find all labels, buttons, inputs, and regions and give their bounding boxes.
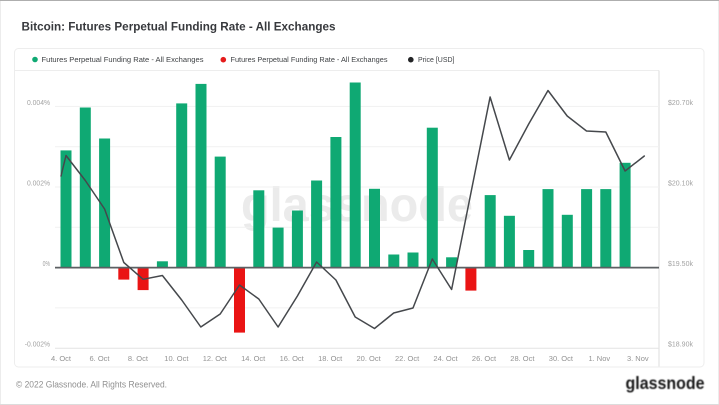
svg-text:16. Oct: 16. Oct (280, 354, 305, 363)
svg-text:0%: 0% (43, 259, 51, 268)
svg-text:8. Oct: 8. Oct (128, 354, 149, 363)
svg-text:14. Oct: 14. Oct (241, 354, 266, 363)
svg-text:Futures Perpetual Funding Rate: Futures Perpetual Funding Rate - All Exc… (231, 57, 389, 64)
svg-text:Futures Perpetual Funding Rate: Futures Perpetual Funding Rate - All Exc… (42, 57, 205, 64)
svg-text:1. Nov: 1. Nov (588, 354, 610, 363)
svg-text:24. Oct: 24. Oct (433, 354, 458, 363)
svg-text:$20.70k: $20.70k (668, 98, 693, 107)
svg-text:0.002%: 0.002% (27, 179, 50, 188)
svg-text:$18.90k: $18.90k (668, 340, 693, 349)
svg-text:© 2022 Glassnode. All Rights R: © 2022 Glassnode. All Rights Reserved. (16, 379, 167, 389)
svg-text:28. Oct: 28. Oct (510, 354, 535, 363)
svg-text:glassnode: glassnode (626, 373, 705, 393)
svg-text:Price [USD]: Price [USD] (418, 57, 455, 64)
svg-text:$19.50k: $19.50k (668, 259, 693, 268)
svg-text:4. Oct: 4. Oct (51, 354, 72, 363)
svg-text:20. Oct: 20. Oct (357, 354, 382, 363)
svg-text:22. Oct: 22. Oct (395, 354, 420, 363)
svg-text:10. Oct: 10. Oct (164, 354, 189, 363)
svg-text:-0.002%: -0.002% (25, 340, 50, 349)
svg-text:18. Oct: 18. Oct (318, 354, 343, 363)
svg-text:12. Oct: 12. Oct (203, 354, 228, 363)
svg-text:6. Oct: 6. Oct (89, 354, 110, 363)
svg-text:3. Nov: 3. Nov (627, 354, 649, 363)
svg-text:30. Oct: 30. Oct (549, 354, 574, 363)
svg-text:0.004%: 0.004% (27, 98, 50, 107)
svg-text:26. Oct: 26. Oct (472, 354, 497, 363)
svg-text:$20.10k: $20.10k (668, 179, 693, 188)
svg-text:Bitcoin: Futures Perpetual Fun: Bitcoin: Futures Perpetual Funding Rate … (22, 20, 336, 34)
